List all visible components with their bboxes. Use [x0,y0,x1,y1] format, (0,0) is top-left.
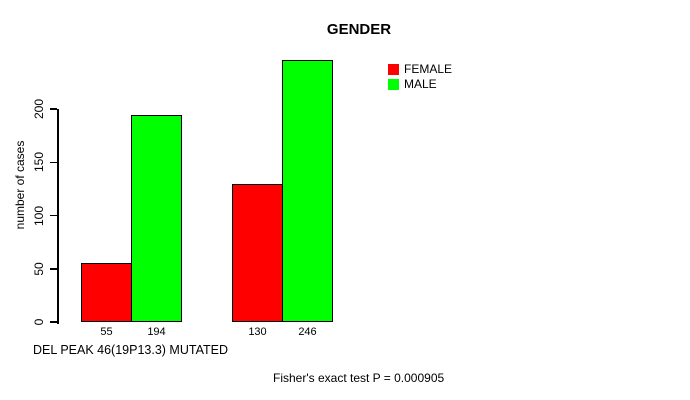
y-axis-line [57,109,59,324]
bar-value-label: 194 [147,326,166,338]
y-axis-tick [50,161,57,163]
y-axis-tick-label: 50 [32,262,46,276]
legend-label-male: MALE [404,77,437,91]
fisher-test-annotation: Fisher's exact test P = 0.000905 [273,371,445,385]
legend-label-female: FEMALE [404,62,453,76]
y-axis-title: number of cases [13,140,27,230]
y-axis-tick [50,214,57,217]
y-axis-tick [50,108,57,110]
bar-female-group1 [81,263,132,322]
legend-item-female: FEMALE [388,63,452,75]
group-caption: DEL PEAK 46(19P13.3) MUTATED [33,343,228,357]
chart-title: GENDER [326,21,392,38]
y-axis-tick [50,321,57,323]
bar-female-group2 [232,183,283,322]
y-axis-tick [50,268,57,270]
y-axis-tick-label: 100 [32,205,46,226]
y-axis-tick-label: 200 [32,98,46,120]
bar-male-group2 [282,60,333,322]
legend-swatch-female [388,63,399,75]
y-axis-tick-label: 150 [32,152,46,173]
bar-male-group1 [131,115,182,322]
legend-item-male: MALE [388,78,452,90]
bar-value-label: 130 [248,326,267,338]
bar-value-label: 246 [298,326,317,338]
legend: FEMALE MALE [388,63,452,93]
legend-swatch-male [388,78,399,90]
bar-value-label: 55 [100,326,113,338]
y-axis-tick-label: 0 [32,318,46,326]
